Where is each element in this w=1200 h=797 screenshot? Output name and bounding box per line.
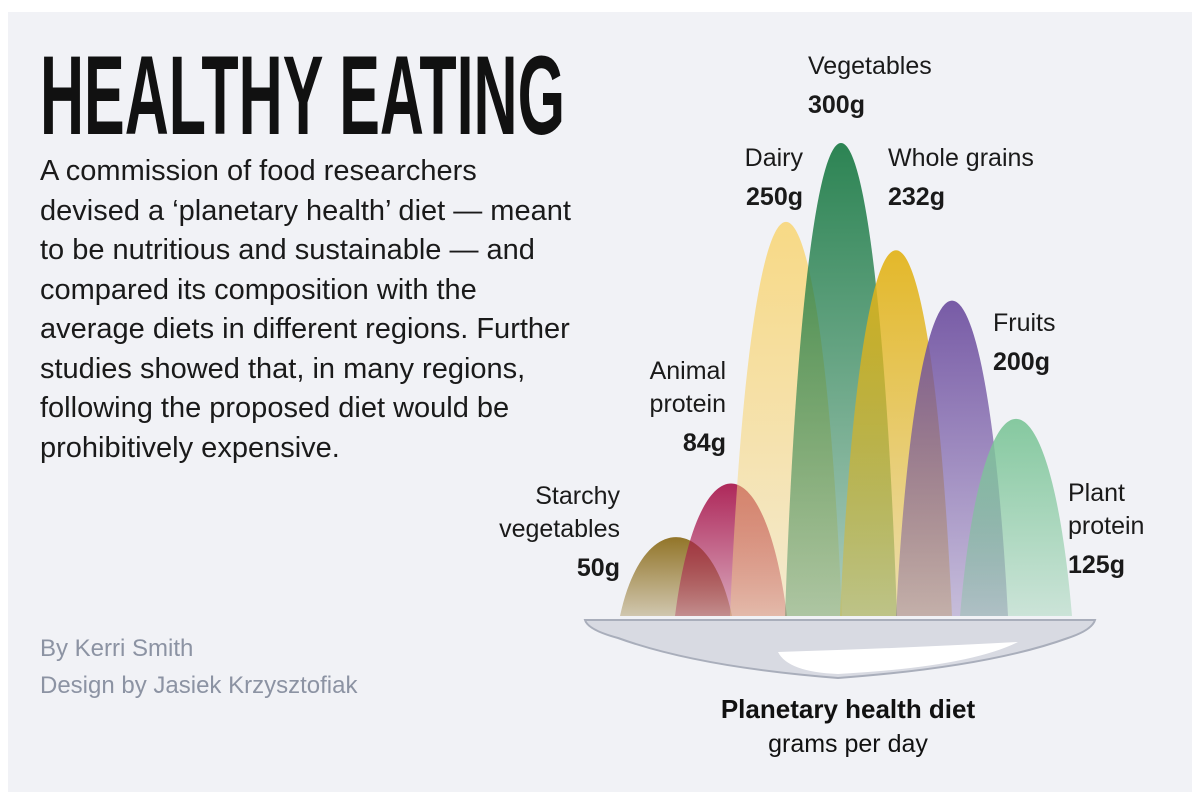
category-label-group: Dairy 250g — [698, 142, 803, 214]
category-label: Starchy vegetables — [499, 482, 620, 543]
category-label: Fruits — [993, 309, 1056, 337]
headline: HEALTHY EATING — [40, 33, 565, 158]
value-label: 232g — [888, 183, 945, 211]
peak — [960, 418, 1072, 616]
chart: HEALTHY EATING — [40, 33, 1097, 680]
value-label: 50g — [576, 554, 620, 582]
category-label-group: Vegetables 300g — [808, 50, 978, 122]
category-label-group: Fruits 200g — [993, 307, 1113, 379]
design-credit: Design by Jasiek Krzysztofiak — [40, 672, 358, 699]
category-label: Dairy — [744, 144, 803, 172]
panel: HEALTHY EATING A commission of food rese… — [8, 12, 1192, 792]
byline: By Kerri Smith — [40, 635, 194, 662]
category-label-group: Starchy vegetables 50g — [460, 480, 620, 585]
value-label: 125g — [1068, 551, 1125, 579]
chart-title: Planetary health diet — [720, 694, 976, 724]
plate — [583, 619, 1097, 680]
plate-highlight — [778, 642, 1018, 674]
chart-subtitle: grams per day — [768, 730, 928, 758]
category-label: Vegetables — [808, 52, 932, 80]
category-label: Animal protein — [649, 357, 726, 418]
value-label: 84g — [682, 429, 726, 457]
value-label: 300g — [808, 91, 865, 119]
value-label: 250g — [746, 183, 803, 211]
category-label: Plant protein — [1068, 479, 1145, 540]
value-label: 200g — [993, 348, 1050, 376]
category-label-group: Whole grains 232g — [888, 142, 1088, 214]
category-label-group: Animal protein 84g — [586, 355, 726, 460]
description: A commission of food researchers devised… — [40, 155, 571, 464]
category-label: Whole grains — [888, 144, 1034, 172]
category-label-group: Plant protein 125g — [1068, 477, 1188, 582]
